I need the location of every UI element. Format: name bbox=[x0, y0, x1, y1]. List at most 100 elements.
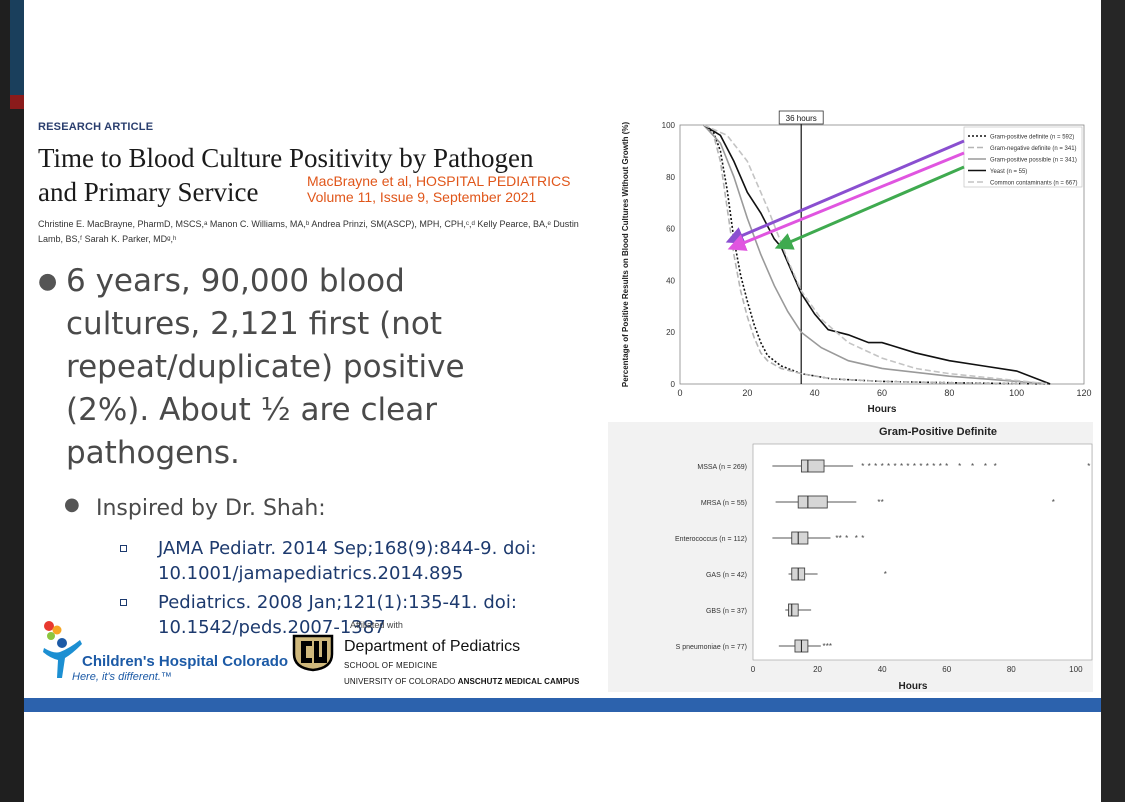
outlier-mark: * bbox=[1087, 462, 1090, 471]
childrens-hospital-tagline: Here, it's different.™ bbox=[72, 671, 172, 683]
outlier-mark: * bbox=[906, 462, 909, 471]
university-name: UNIVERSITY OF COLORADO ANSCHUTZ MEDICAL … bbox=[344, 677, 579, 686]
chart1-arrows bbox=[725, 139, 965, 251]
x-axis-label: Hours bbox=[868, 404, 897, 415]
y-axis-label: Percentage of Positive Results on Blood … bbox=[621, 122, 630, 388]
outlier-mark: * bbox=[887, 462, 890, 471]
main-bullet-text: 6 years, 90,000 blood cultures, 2,121 fi… bbox=[66, 263, 465, 471]
outlier-mark: * bbox=[881, 498, 884, 507]
reference-text: JAMA Pediatr. 2014 Sep;168(9):844-9. doi… bbox=[158, 538, 537, 584]
x-tick-label: 100 bbox=[1009, 388, 1024, 398]
childrens-hospital-logo-icon bbox=[43, 621, 82, 678]
x-tick-label: 40 bbox=[810, 388, 820, 398]
x-tick-label: 20 bbox=[742, 388, 752, 398]
category-label: GBS (n = 37) bbox=[706, 608, 747, 615]
footer-blue-bar bbox=[24, 698, 1101, 712]
series-line bbox=[703, 124, 1051, 385]
affiliated-label: Affiliated with bbox=[350, 620, 403, 630]
outlier-mark: * bbox=[829, 642, 832, 651]
x-tick-label: 80 bbox=[1007, 665, 1016, 674]
presentation-slide: RESEARCH ARTICLE Time to Blood Culture P… bbox=[24, 0, 1101, 802]
x-tick-label: 80 bbox=[944, 388, 954, 398]
edge-accent-red bbox=[10, 95, 24, 109]
x-tick-label: 20 bbox=[813, 665, 822, 674]
outlier-mark: * bbox=[874, 462, 877, 471]
x-axis-label: Hours bbox=[899, 681, 928, 692]
main-bullet: ● 6 years, 90,000 blood cultures, 2,121 … bbox=[38, 260, 516, 475]
legend-entry: Yeast (n = 55) bbox=[990, 169, 1027, 175]
reference-item[interactable]: Pediatrics. 2008 Jan;121(1):135-41. doi:… bbox=[120, 590, 598, 640]
threshold-label: 36 hours bbox=[786, 114, 817, 123]
bullet-dot-icon: ● bbox=[38, 269, 58, 294]
window-right-edge bbox=[1101, 0, 1125, 802]
outlier-mark: * bbox=[913, 462, 916, 471]
outlier-mark: * bbox=[855, 534, 858, 543]
box bbox=[791, 531, 809, 545]
outlier-mark: * bbox=[926, 462, 929, 471]
research-article-label: RESEARCH ARTICLE bbox=[38, 121, 154, 133]
boxplot-chart: Gram-Positive Definite 0 20 40 60 80 100 Hours M… bbox=[608, 422, 1093, 692]
box bbox=[788, 603, 799, 617]
paper-title: Time to Blood Culture Positivity by Path… bbox=[38, 143, 534, 207]
university-prefix: UNIVERSITY OF COLORADO bbox=[344, 677, 458, 686]
outlier-mark: * bbox=[900, 462, 903, 471]
reference-item[interactable]: JAMA Pediatr. 2014 Sep;168(9):844-9. doi… bbox=[120, 536, 598, 586]
cu-logo-icon bbox=[292, 634, 334, 672]
x-tick-label: 60 bbox=[942, 665, 951, 674]
series-line bbox=[703, 124, 1051, 385]
outlier-mark: * bbox=[994, 462, 997, 471]
outlier-mark: * bbox=[881, 462, 884, 471]
outlier-mark: * bbox=[884, 570, 887, 579]
chart1-series bbox=[702, 124, 1051, 385]
outlier-mark: * bbox=[932, 462, 935, 471]
boxplot-title: Gram-Positive Definite bbox=[879, 426, 997, 438]
legend-box bbox=[963, 126, 1083, 188]
boxplot-frame bbox=[752, 443, 1093, 661]
category-label: MSSA (n = 269) bbox=[697, 464, 747, 471]
plot-frame bbox=[679, 124, 1085, 385]
citation-note: MacBrayne et al, HOSPITAL PEDIATRICS Vol… bbox=[307, 173, 571, 205]
x-tick-label: 0 bbox=[751, 665, 756, 674]
legend-entry: Gram-positive definite (n = 592) bbox=[990, 135, 1074, 141]
legend-entry: Gram-positive possible (n = 341) bbox=[990, 158, 1077, 164]
bullet-dot-icon: ● bbox=[64, 494, 80, 515]
series-line bbox=[702, 124, 1051, 385]
x-tick-label: 120 bbox=[1076, 388, 1091, 398]
outlier-mark: * bbox=[939, 462, 942, 471]
category-label: Enterococcus (n = 112) bbox=[675, 536, 747, 543]
threshold-box bbox=[778, 110, 824, 125]
reference-text: Pediatrics. 2008 Jan;121(1):135-41. doi:… bbox=[158, 592, 517, 638]
outlier-mark: * bbox=[861, 534, 864, 543]
school-name: SCHOOL OF MEDICINE bbox=[344, 661, 438, 670]
green-arrow bbox=[774, 165, 965, 250]
y-tick-label: 60 bbox=[666, 225, 675, 234]
outlier-mark: * bbox=[945, 462, 948, 471]
series-line bbox=[703, 124, 1051, 385]
box bbox=[800, 459, 825, 473]
pink-arrow bbox=[727, 151, 965, 251]
outlier-mark: * bbox=[861, 462, 864, 471]
outlier-mark: * bbox=[1052, 498, 1055, 507]
outlier-mark: * bbox=[822, 642, 825, 651]
legend-entry: Common contaminants (n = 667) bbox=[990, 181, 1078, 187]
department-name: Department of Pediatrics bbox=[344, 638, 521, 655]
edge-accent-blue bbox=[10, 0, 24, 95]
survival-curve-chart: 0 20 40 60 80 100 120 0 20 40 60 80 100 Hours Percenta… bbox=[608, 105, 1093, 422]
outlier-mark: * bbox=[845, 534, 848, 543]
x-tick-label: 100 bbox=[1069, 665, 1083, 674]
square-bullet-icon bbox=[120, 599, 127, 606]
outlier-mark: * bbox=[826, 642, 829, 651]
inspired-bullet-text: Inspired by Dr. Shah: bbox=[96, 496, 326, 521]
outlier-mark: * bbox=[984, 462, 987, 471]
outlier-mark: * bbox=[839, 534, 842, 543]
y-tick-label: 0 bbox=[671, 380, 676, 389]
childrens-hospital-name: Children's Hospital Colorado bbox=[82, 653, 289, 670]
outlier-mark: * bbox=[958, 462, 961, 471]
square-bullet-icon bbox=[120, 545, 127, 552]
outlier-mark: * bbox=[971, 462, 974, 471]
y-tick-label: 80 bbox=[666, 173, 675, 182]
x-tick-label: 0 bbox=[677, 388, 682, 398]
outlier-mark: * bbox=[919, 462, 922, 471]
y-tick-label: 100 bbox=[662, 121, 676, 130]
series-line bbox=[702, 124, 1051, 385]
